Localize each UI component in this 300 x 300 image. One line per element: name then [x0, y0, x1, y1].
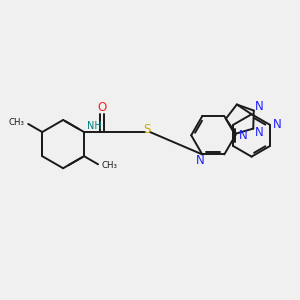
- Text: N: N: [254, 126, 263, 140]
- Text: N: N: [196, 154, 204, 167]
- Text: NH: NH: [87, 121, 102, 130]
- Text: N: N: [273, 118, 281, 131]
- Text: N: N: [238, 129, 247, 142]
- Text: N: N: [255, 100, 264, 113]
- Text: CH₃: CH₃: [9, 118, 25, 127]
- Text: S: S: [143, 123, 151, 136]
- Text: CH₃: CH₃: [102, 161, 118, 170]
- Text: O: O: [98, 101, 107, 114]
